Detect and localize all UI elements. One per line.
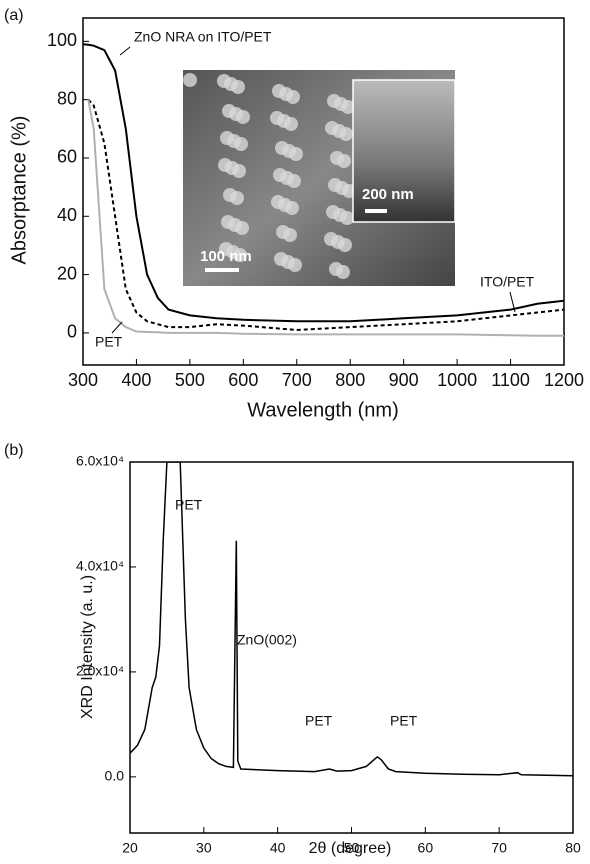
annotation: PET bbox=[390, 713, 418, 729]
nanorod bbox=[330, 151, 344, 165]
label-pointer bbox=[111, 321, 123, 334]
series-line bbox=[130, 462, 573, 777]
nanorod bbox=[275, 141, 289, 155]
x-tick-label: 400 bbox=[121, 370, 151, 390]
y-tick-label: 0 bbox=[67, 322, 77, 342]
nanorod bbox=[324, 232, 338, 246]
nanorod bbox=[327, 94, 341, 108]
x-tick-label: 1000 bbox=[437, 370, 477, 390]
nanorod bbox=[222, 104, 236, 118]
inset-label: 200 nm bbox=[362, 186, 414, 203]
nanorod bbox=[220, 131, 234, 145]
nanorod bbox=[329, 262, 343, 276]
nanorod bbox=[273, 168, 287, 182]
series-line bbox=[87, 99, 564, 337]
x-tick-label: 900 bbox=[389, 370, 419, 390]
annotation: PET bbox=[175, 497, 203, 513]
nanorod bbox=[183, 73, 197, 87]
series-line bbox=[83, 43, 564, 323]
nanorod bbox=[217, 74, 231, 88]
series-label: ZnO NRA on ITO/PET bbox=[134, 29, 272, 45]
x-axis-label: 2θ (degree) bbox=[309, 840, 392, 857]
nanorod bbox=[326, 205, 340, 219]
nanorod bbox=[270, 111, 284, 125]
nanorod bbox=[325, 121, 339, 135]
nanorod bbox=[223, 188, 237, 202]
nanorod bbox=[274, 252, 288, 266]
scale-bar bbox=[205, 268, 239, 272]
x-tick-label: 80 bbox=[565, 840, 581, 856]
x-tick-label: 1200 bbox=[544, 370, 584, 390]
sem-inset bbox=[352, 79, 456, 223]
plot-frame bbox=[129, 461, 574, 834]
x-tick-label: 800 bbox=[335, 370, 365, 390]
inset-label: 100 nm bbox=[200, 248, 252, 265]
x-tick-label: 300 bbox=[68, 370, 98, 390]
y-axis-label: XRD Intensity (a. u.) bbox=[79, 575, 96, 719]
nanorod bbox=[221, 215, 235, 229]
y-tick-label: 40 bbox=[57, 205, 77, 225]
panel-label: (a) bbox=[4, 7, 24, 24]
label-pointer bbox=[509, 291, 516, 313]
x-axis-label: Wavelength (nm) bbox=[247, 399, 399, 421]
x-tick-label: 1100 bbox=[491, 370, 530, 390]
annotation: PET bbox=[305, 713, 333, 729]
nanorod bbox=[328, 178, 342, 192]
x-tick-label: 600 bbox=[228, 370, 258, 390]
y-tick-label: 6.0x10⁴ bbox=[76, 453, 124, 469]
y-tick-label: 100 bbox=[47, 30, 77, 50]
x-tick-label: 20 bbox=[122, 840, 138, 856]
scale-bar bbox=[365, 209, 387, 213]
plot-frame bbox=[82, 17, 565, 366]
x-tick-label: 70 bbox=[491, 840, 507, 856]
y-axis-label: Absorptance (%) bbox=[8, 116, 30, 265]
nanorod bbox=[218, 158, 232, 172]
nanorod bbox=[276, 225, 290, 239]
annotation: ZnO(002) bbox=[237, 632, 297, 648]
nanorod bbox=[271, 195, 285, 209]
y-tick-label: 4.0x10⁴ bbox=[76, 558, 124, 574]
y-tick-label: 2.0x10⁴ bbox=[76, 663, 124, 679]
y-tick-label: 60 bbox=[57, 147, 77, 167]
nanorod bbox=[219, 242, 233, 256]
x-tick-label: 40 bbox=[270, 840, 286, 856]
label-pointer bbox=[119, 46, 131, 56]
x-tick-label: 500 bbox=[175, 370, 205, 390]
x-tick-label: 30 bbox=[196, 840, 212, 856]
panel-label: (b) bbox=[4, 442, 24, 459]
nanorod bbox=[272, 84, 286, 98]
y-tick-label: 0.0 bbox=[105, 768, 125, 784]
y-tick-label: 80 bbox=[57, 88, 77, 108]
x-tick-label: 700 bbox=[282, 370, 312, 390]
x-tick-label: 60 bbox=[418, 840, 434, 856]
y-tick-label: 20 bbox=[57, 263, 77, 283]
x-tick-label: 50 bbox=[344, 840, 360, 856]
series-label: PET bbox=[95, 334, 123, 350]
series-label: ITO/PET bbox=[480, 274, 535, 290]
series-line bbox=[87, 98, 564, 332]
